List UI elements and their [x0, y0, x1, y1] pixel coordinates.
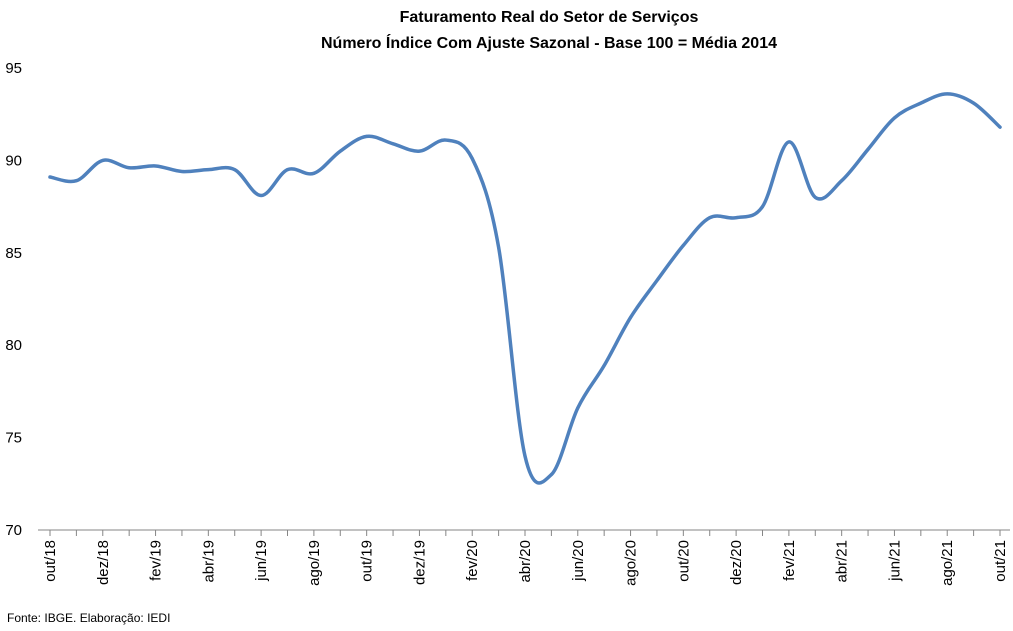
y-tick-label: 75 — [5, 430, 22, 447]
data-point — [840, 179, 844, 183]
x-tick-label: dez/19 — [411, 540, 428, 585]
data-point — [127, 166, 131, 170]
x-tick-label: out/18 — [42, 540, 59, 582]
x-tick-label: fev/21 — [781, 540, 798, 581]
series-layer — [48, 92, 1002, 485]
data-point — [813, 195, 817, 199]
data-point — [787, 140, 791, 144]
y-axis: 70 75 80 85 90 95 — [5, 60, 22, 539]
data-point — [602, 364, 606, 368]
chart-title-line-2: Número Índice Com Ajuste Sazonal - Base … — [321, 33, 777, 52]
x-tick-label: ago/20 — [623, 540, 640, 586]
data-point — [259, 194, 263, 198]
x-tick-label: abr/20 — [517, 540, 534, 583]
data-point — [101, 158, 105, 162]
data-point — [48, 175, 52, 179]
x-tick-label: ago/21 — [939, 540, 956, 586]
data-point — [365, 134, 369, 138]
data-point — [892, 116, 896, 120]
data-point — [312, 171, 316, 175]
x-tick-label: abr/21 — [834, 540, 851, 583]
data-point — [154, 164, 158, 168]
data-point — [523, 454, 527, 458]
x-tick-label: jun/21 — [886, 540, 903, 582]
data-point — [497, 245, 501, 249]
x-tick-label: out/21 — [992, 540, 1009, 582]
data-point — [233, 168, 237, 172]
x-axis: out/18 dez/18 fev/19 abr/19 jun/19 ago/19 out/… — [38, 529, 1010, 586]
data-point — [681, 243, 685, 247]
data-point — [708, 216, 712, 220]
data-point — [866, 147, 870, 151]
data-point — [391, 142, 395, 146]
data-point — [180, 169, 184, 173]
series-line — [48, 92, 1002, 485]
y-tick-label: 85 — [5, 245, 22, 262]
data-point — [206, 168, 210, 172]
x-tick-label: jun/19 — [253, 540, 270, 582]
data-point — [998, 125, 1002, 129]
y-tick-label: 95 — [5, 60, 22, 77]
x-tick-label: fev/19 — [148, 540, 165, 581]
data-point — [417, 149, 421, 153]
source-note: Fonte: IBGE. Elaboração: IEDI — [7, 611, 171, 625]
data-point — [470, 157, 474, 161]
y-tick-label: 80 — [5, 337, 22, 354]
chart-title-line-1: Faturamento Real do Setor de Serviços — [400, 9, 699, 26]
data-point — [74, 179, 78, 183]
data-point — [655, 279, 659, 283]
data-point — [734, 216, 738, 220]
data-point — [761, 205, 764, 209]
data-point — [945, 92, 949, 96]
data-point — [919, 101, 923, 105]
data-point — [286, 168, 289, 172]
x-tick-label: dez/20 — [728, 540, 745, 585]
x-tick-label: out/19 — [359, 540, 376, 582]
data-point — [338, 149, 342, 153]
data-point — [549, 473, 553, 477]
x-tick-label: out/20 — [675, 540, 692, 582]
x-tick-label: dez/18 — [95, 540, 112, 585]
data-point — [629, 315, 633, 319]
x-tick-label: abr/19 — [200, 540, 217, 583]
x-tick-label: ago/19 — [306, 540, 323, 586]
data-point — [444, 138, 448, 142]
y-tick-label: 90 — [5, 152, 22, 169]
data-point — [576, 406, 580, 410]
x-tick-label: jun/20 — [570, 540, 587, 582]
x-tick-label: fev/20 — [464, 540, 481, 581]
y-tick-label: 70 — [5, 522, 22, 539]
data-point — [972, 101, 976, 105]
